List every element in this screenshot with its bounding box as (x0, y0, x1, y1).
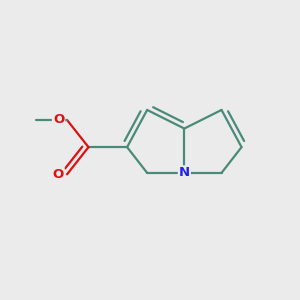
Text: O: O (52, 168, 64, 181)
Text: O: O (53, 113, 64, 127)
Text: N: N (179, 167, 190, 179)
